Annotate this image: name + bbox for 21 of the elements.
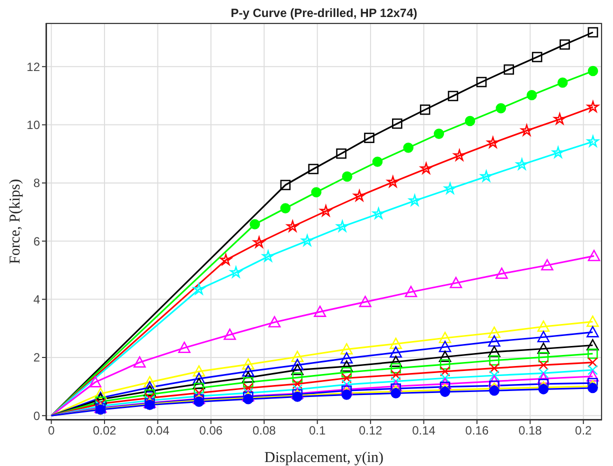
x-tick-label: 0.16 bbox=[465, 424, 489, 438]
x-tick-label: 0.18 bbox=[518, 424, 542, 438]
y-axis-title: Force, P(kips) bbox=[7, 179, 24, 264]
x-tick-label: 0.04 bbox=[146, 424, 170, 438]
y-tick-label: 6 bbox=[33, 234, 40, 248]
chart-title: P-y Curve (Pre-drilled, HP 12x74) bbox=[230, 6, 418, 20]
y-tick-label: 12 bbox=[26, 60, 40, 74]
y-tick-label: 2 bbox=[33, 350, 40, 365]
y-tick-label: 8 bbox=[33, 176, 40, 190]
x-axis-title: Displacement, y(in) bbox=[264, 450, 384, 466]
y-tick-label: 0 bbox=[33, 408, 40, 423]
x-tick-label: 0 bbox=[48, 424, 55, 438]
x-tick-label: 0.2 bbox=[575, 424, 592, 438]
x-tick-label: 0.12 bbox=[358, 424, 383, 438]
x-tick-label: 0.1 bbox=[309, 424, 326, 438]
y-tick-label: 10 bbox=[26, 118, 40, 132]
x-tick-label: 0.08 bbox=[252, 424, 276, 438]
y-tick-label: 4 bbox=[33, 292, 40, 307]
x-tick-label: 0.14 bbox=[412, 424, 436, 438]
x-tick-label: 0.06 bbox=[199, 424, 223, 438]
x-tick-label: 0.02 bbox=[92, 424, 117, 438]
